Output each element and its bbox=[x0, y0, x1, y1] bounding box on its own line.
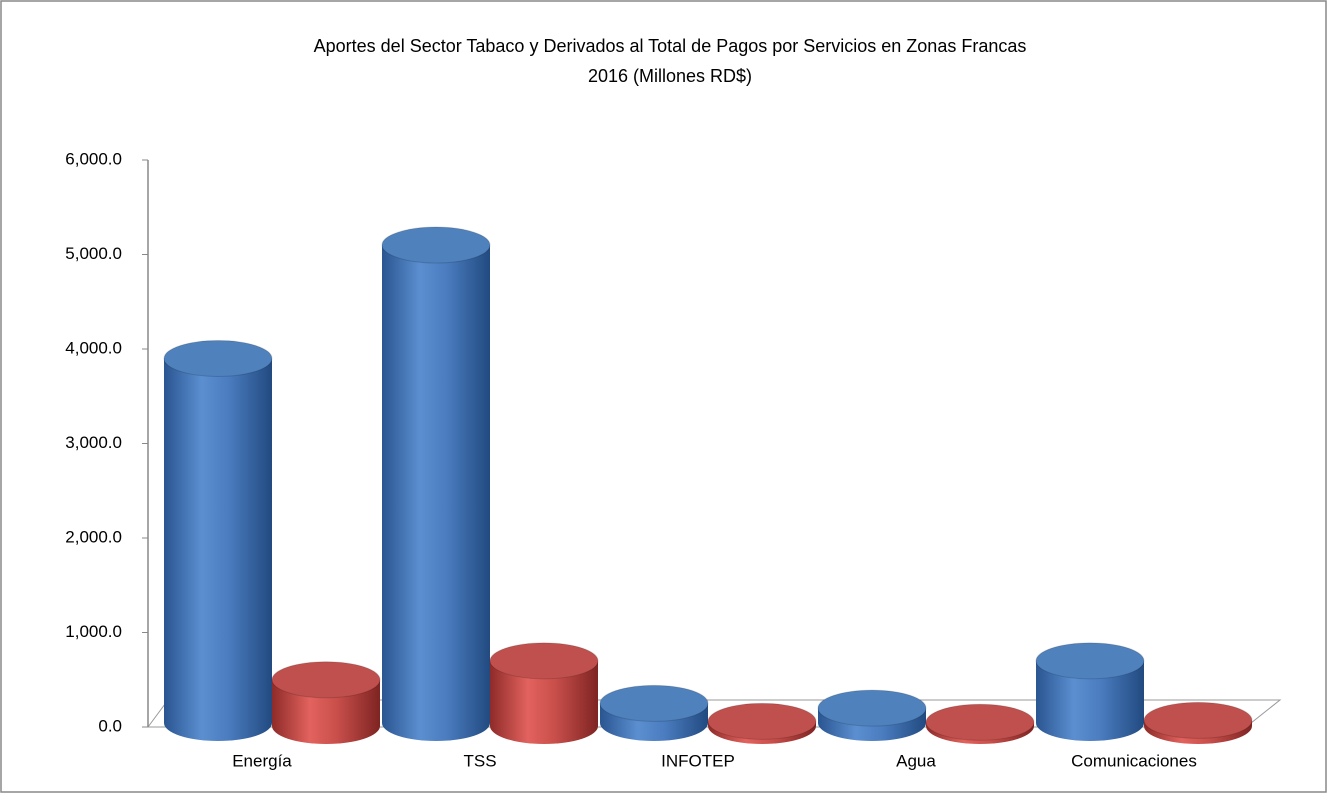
x-tick-label: Comunicaciones bbox=[1071, 751, 1197, 770]
bar bbox=[164, 358, 272, 723]
cylinder-top bbox=[1143, 701, 1253, 739]
cylinder-top bbox=[925, 703, 1035, 741]
cylinder-top bbox=[1035, 642, 1145, 680]
y-tick-label: 6,000.0 bbox=[65, 149, 122, 168]
chart-title: Aportes del Sector Tabaco y Derivados al… bbox=[314, 36, 1027, 56]
cylinder-top bbox=[163, 339, 273, 377]
y-tick-label: 2,000.0 bbox=[65, 527, 122, 546]
y-tick-label: 3,000.0 bbox=[65, 433, 122, 452]
cylinder-top bbox=[707, 702, 817, 740]
x-tick-label: INFOTEP bbox=[661, 751, 735, 770]
cylinder-top bbox=[381, 226, 491, 264]
cylinder-top bbox=[271, 661, 381, 699]
x-tick-label: TSS bbox=[463, 751, 496, 770]
x-tick-label: Energía bbox=[232, 751, 292, 770]
y-tick-label: 1,000.0 bbox=[65, 622, 122, 641]
chart-subtitle: 2016 (Millones RD$) bbox=[588, 66, 752, 86]
x-tick-label: Agua bbox=[896, 751, 936, 770]
y-tick-label: 0.0 bbox=[98, 716, 122, 735]
cylinder-top bbox=[599, 684, 709, 722]
y-tick-label: 5,000.0 bbox=[65, 244, 122, 263]
cylinder-top bbox=[489, 642, 599, 680]
bar bbox=[382, 245, 490, 724]
cylinder-top bbox=[817, 689, 927, 727]
y-tick-label: 4,000.0 bbox=[65, 338, 122, 357]
